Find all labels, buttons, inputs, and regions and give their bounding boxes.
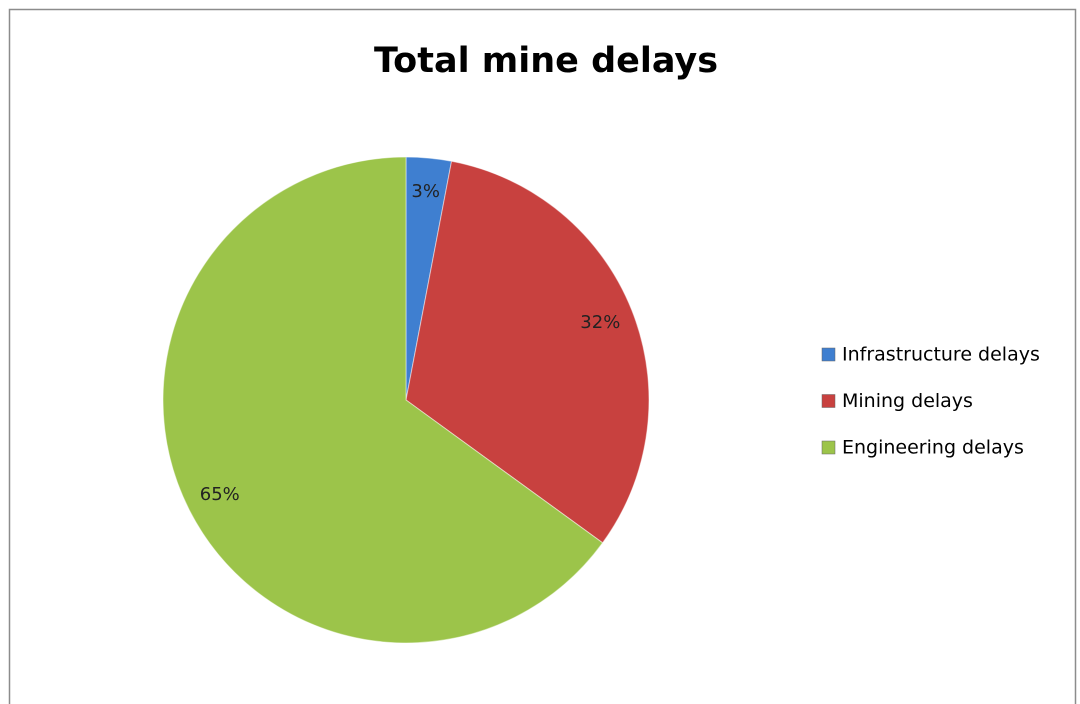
legend-label: Mining delays — [842, 390, 973, 412]
pie-slice — [405, 160, 650, 544]
pie-slice — [162, 156, 604, 644]
legend-swatch — [821, 347, 836, 362]
data-label: 32% — [580, 312, 620, 333]
legend-label: Infrastructure delays — [842, 344, 1040, 366]
data-label: 65% — [200, 484, 240, 505]
legend-swatch — [821, 440, 836, 455]
data-label: 3% — [411, 181, 440, 202]
chart-title: Total mine delays — [374, 41, 718, 81]
legend-label: Engineering delays — [842, 437, 1024, 459]
legend-swatch — [821, 394, 836, 408]
